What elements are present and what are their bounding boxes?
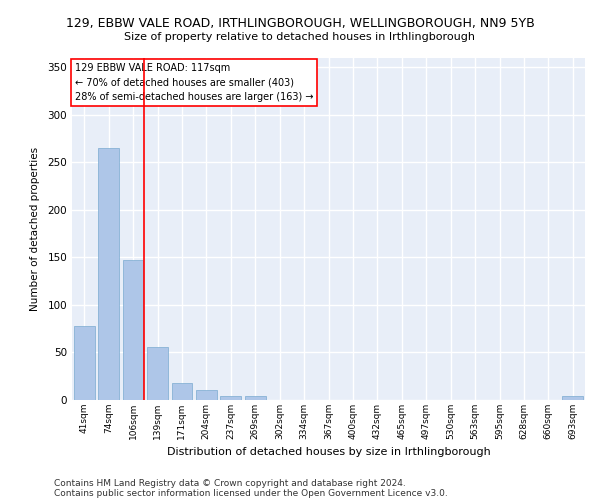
Y-axis label: Number of detached properties: Number of detached properties bbox=[31, 146, 40, 311]
Bar bbox=[122, 260, 143, 400]
Text: Size of property relative to detached houses in Irthlingborough: Size of property relative to detached ho… bbox=[125, 32, 476, 42]
Text: Contains HM Land Registry data © Crown copyright and database right 2024.: Contains HM Land Registry data © Crown c… bbox=[54, 478, 406, 488]
Text: 129 EBBW VALE ROAD: 117sqm
← 70% of detached houses are smaller (403)
28% of sem: 129 EBBW VALE ROAD: 117sqm ← 70% of deta… bbox=[74, 62, 313, 102]
Bar bbox=[172, 383, 193, 400]
Bar bbox=[245, 396, 266, 400]
Bar bbox=[196, 390, 217, 400]
Bar bbox=[220, 396, 241, 400]
Bar bbox=[74, 326, 95, 400]
Text: Contains public sector information licensed under the Open Government Licence v3: Contains public sector information licen… bbox=[54, 488, 448, 498]
Text: 129, EBBW VALE ROAD, IRTHLINGBOROUGH, WELLINGBOROUGH, NN9 5YB: 129, EBBW VALE ROAD, IRTHLINGBOROUGH, WE… bbox=[65, 18, 535, 30]
Bar bbox=[562, 396, 583, 400]
Bar bbox=[147, 346, 168, 400]
X-axis label: Distribution of detached houses by size in Irthlingborough: Distribution of detached houses by size … bbox=[167, 448, 490, 458]
Bar bbox=[98, 148, 119, 400]
